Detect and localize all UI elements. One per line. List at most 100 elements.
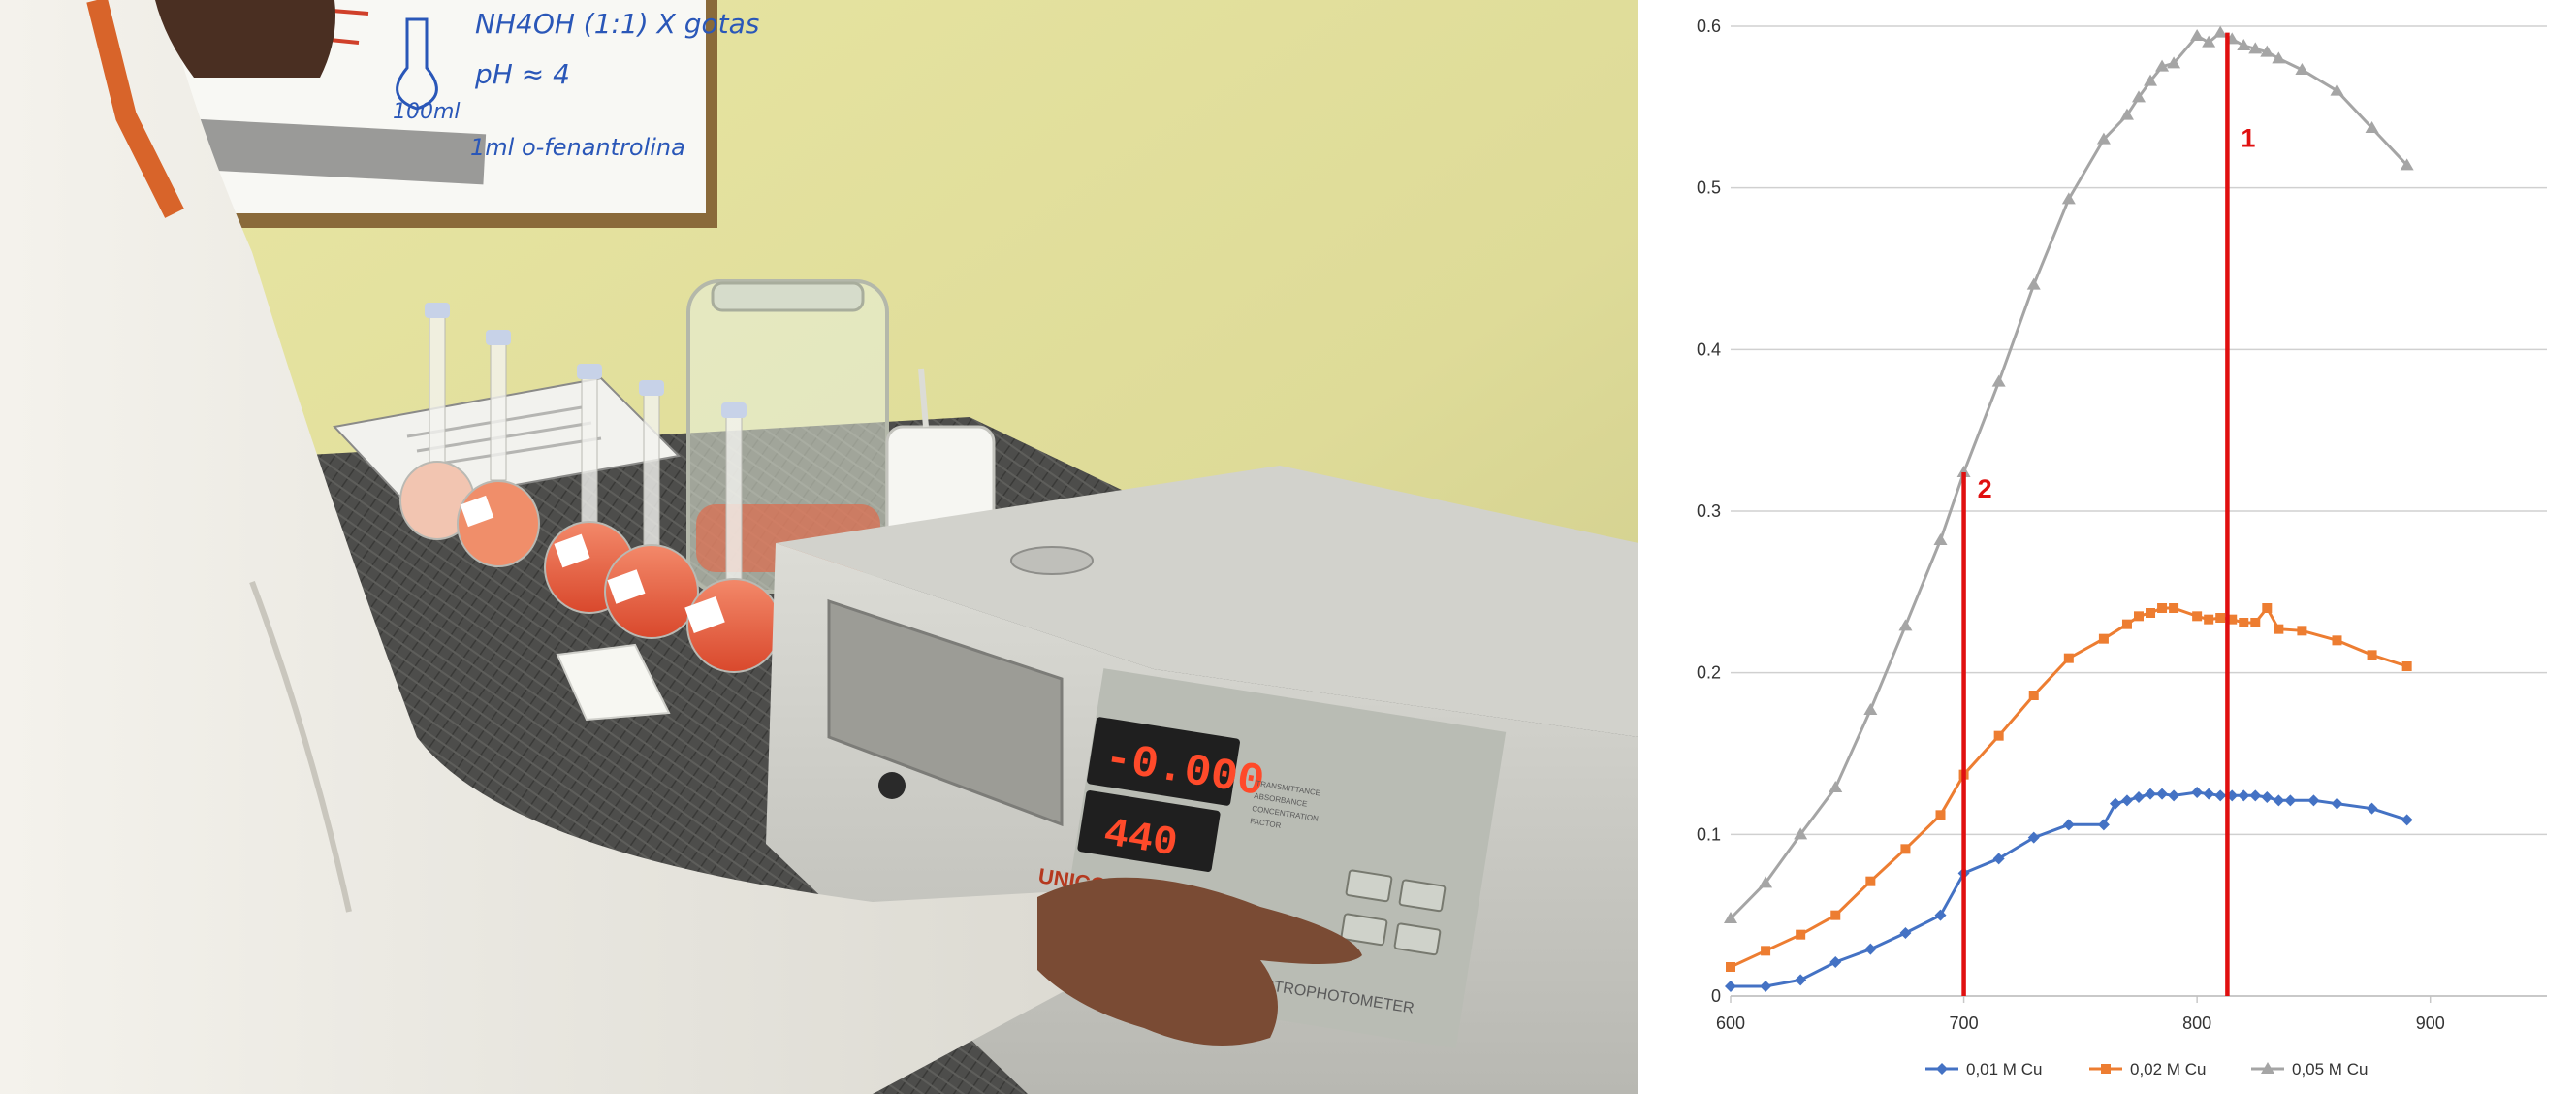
- series-0-point-2: [1795, 974, 1807, 986]
- legend-item-2: 0,05 M Cu: [2251, 1060, 2368, 1078]
- series-0-point-1: [1760, 981, 1772, 992]
- series-1-point-13: [2134, 611, 2144, 622]
- series-1-point-17: [2192, 611, 2203, 622]
- series-2-point-21: [2237, 39, 2251, 50]
- series-0-point-22: [2238, 789, 2250, 802]
- y-tick-label-4: 0.4: [1697, 339, 1721, 359]
- series-0-point-5: [1899, 927, 1912, 939]
- marker-label-1: 1: [2241, 124, 2255, 153]
- y-tick-label-5: 0.5: [1697, 178, 1721, 198]
- series-0-point-18: [2191, 787, 2204, 798]
- series-0-point-20: [2214, 789, 2227, 802]
- whiteboard-line-4: 1ml o-fenantrolina: [470, 134, 685, 161]
- series-2-point-1: [1759, 876, 1773, 888]
- series-2-point-8: [1991, 374, 2006, 387]
- series-1-point-16: [2169, 603, 2179, 613]
- series-0-point-23: [2249, 789, 2262, 802]
- series-2-point-12: [2119, 108, 2134, 120]
- series-1-point-22: [2250, 618, 2261, 627]
- series-line-2: [1729, 30, 2408, 920]
- series-1-point-24: [2274, 624, 2284, 634]
- series-1-point-14: [2146, 608, 2156, 618]
- chart-series: [1724, 25, 2414, 992]
- series-2-point-28: [2400, 158, 2414, 171]
- technician: [0, 0, 1362, 1094]
- series-0-point-15: [2145, 788, 2157, 800]
- series-0-point-16: [2156, 788, 2169, 800]
- series-2-point-15: [2155, 59, 2170, 72]
- series-2-point-18: [2202, 35, 2216, 48]
- x-tick-label-3: 900: [2416, 1014, 2445, 1033]
- series-0-point-24: [2261, 791, 2274, 803]
- absorbance-chart: 00.10.20.30.40.50.6 600 700 800 900 12 0,01…: [1697, 16, 2547, 1078]
- series-0-point-26: [2284, 794, 2297, 807]
- series-2-point-24: [2272, 51, 2286, 64]
- series-2-point-26: [2330, 83, 2344, 96]
- series-2: [1724, 25, 2414, 923]
- series-2-point-13: [2132, 90, 2146, 103]
- tissue: [556, 643, 671, 722]
- series-2-point-2: [1794, 827, 1808, 840]
- series-1: [1726, 603, 2412, 972]
- x-axis-ticks: 600 700 800 900: [1716, 995, 2547, 1033]
- legend-label-1: 0,02 M Cu: [2130, 1060, 2206, 1078]
- series-1-point-20: [2227, 614, 2238, 625]
- series-0-point-8: [1992, 853, 2005, 865]
- series-0-point-6: [1934, 909, 1947, 921]
- y-tick-label-1: 0.1: [1697, 824, 1721, 844]
- series-1-point-3: [1830, 910, 1841, 920]
- series-1-point-8: [1993, 730, 2004, 741]
- series-0-point-17: [2168, 789, 2180, 802]
- series-2-point-14: [2144, 74, 2158, 86]
- series-1-point-5: [1900, 844, 1911, 854]
- series-2-point-0: [1724, 912, 1737, 923]
- series-1-point-26: [2332, 635, 2342, 646]
- series-0-point-11: [2097, 819, 2110, 831]
- series-2-point-7: [1956, 466, 1971, 477]
- series-2-point-23: [2260, 45, 2274, 57]
- legend-marker-1: [2101, 1064, 2111, 1074]
- chart-grid: [1731, 25, 2547, 997]
- series-2-point-16: [2167, 56, 2181, 69]
- series-2-point-4: [1863, 703, 1878, 715]
- series-0-point-4: [1864, 943, 1877, 955]
- series-2-point-3: [1829, 781, 1843, 792]
- series-1-point-1: [1761, 946, 1771, 956]
- series-1-point-25: [2297, 626, 2307, 636]
- series-2-point-9: [2026, 277, 2041, 290]
- series-1-point-4: [1865, 876, 1876, 886]
- series-0-point-30: [2401, 814, 2413, 826]
- series-0-point-28: [2331, 797, 2343, 810]
- series-0-point-29: [2366, 802, 2378, 815]
- series-1-point-15: [2157, 603, 2168, 613]
- series-0-point-10: [2062, 819, 2075, 831]
- series-0-point-27: [2307, 794, 2320, 807]
- series-0-point-3: [1829, 956, 1842, 968]
- whiteboard-line-2: pH ≈ 4: [474, 58, 570, 90]
- flask-drawing: [396, 17, 438, 111]
- x-tick-label-1: 700: [1950, 1014, 1979, 1033]
- series-1-point-27: [2367, 650, 2377, 660]
- whiteboard-line-1: NH4OH (1:1) X gotas: [475, 8, 759, 40]
- series-0: [1725, 787, 2413, 992]
- series-2-point-17: [2190, 29, 2205, 41]
- series-1-point-6: [1935, 810, 1946, 820]
- chart-annotations: 12: [1961, 32, 2255, 996]
- legend-item-0: 0,01 M Cu: [1925, 1060, 2042, 1078]
- y-tick-label-6: 0.6: [1697, 16, 1721, 36]
- x-tick-label-2: 800: [2182, 1014, 2211, 1033]
- series-2-point-10: [2061, 192, 2076, 205]
- series-1-point-10: [2063, 653, 2074, 663]
- series-0-point-21: [2226, 789, 2239, 802]
- series-2-point-25: [2295, 63, 2309, 75]
- series-1-point-21: [2239, 618, 2249, 627]
- series-0-point-12: [2109, 797, 2121, 810]
- marker-label-2: 2: [1978, 474, 1992, 503]
- y-tick-label-3: 0.3: [1697, 501, 1721, 521]
- series-2-point-11: [2096, 132, 2111, 145]
- chart-legend: 0,01 M Cu 0,02 M Cu 0,05 M Cu: [1925, 1060, 2368, 1078]
- series-1-point-19: [2215, 613, 2226, 623]
- series-2-point-19: [2213, 25, 2228, 38]
- series-2-point-6: [1933, 533, 1948, 545]
- volumetric-flasks: [399, 303, 781, 673]
